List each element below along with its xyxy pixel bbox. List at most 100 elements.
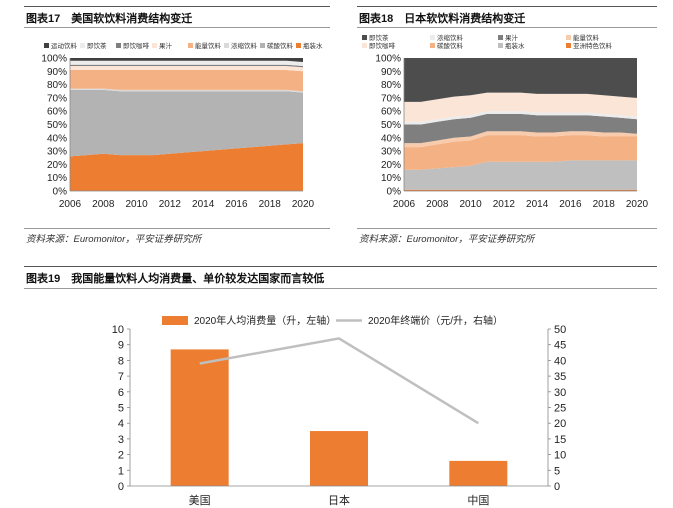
y-tick-label-left: 7 <box>118 371 124 383</box>
series-area <box>70 143 303 191</box>
y-tick-label-right: 30 <box>554 387 566 399</box>
y-tick-label: 90% <box>381 67 401 78</box>
legend-label: 浓缩饮料 <box>231 41 258 50</box>
legend-label: 亚洲特色饮料 <box>573 41 613 50</box>
series-area <box>404 58 637 102</box>
legend-label: 即饮咖啡 <box>369 41 396 50</box>
series-area <box>404 113 637 144</box>
y-tick-label-left: 4 <box>118 418 124 430</box>
legend-label: 瓶装水 <box>505 41 525 50</box>
fig19-top-rule <box>24 266 657 267</box>
legend-label-line: 2020年终端价（元/升，右轴） <box>368 314 503 327</box>
fig17-title-rule <box>24 27 330 28</box>
x-tick-label: 2020 <box>626 199 649 210</box>
y-tick-label-right: 40 <box>554 355 566 367</box>
fig17-top-rule <box>24 6 330 7</box>
series-area <box>404 160 637 190</box>
y-tick-label-right: 35 <box>554 371 566 383</box>
x-tick-label: 2014 <box>526 199 549 210</box>
series-area <box>404 111 637 125</box>
x-tick-label: 2006 <box>393 199 416 210</box>
y-tick-label: 40% <box>381 133 401 144</box>
y-tick-label-right: 15 <box>554 434 566 446</box>
y-tick-label-right: 25 <box>554 403 566 415</box>
legend-label: 即饮茶 <box>369 33 389 42</box>
legend-label: 碳酸饮料 <box>437 41 464 50</box>
fig18-source-rule <box>357 228 657 229</box>
y-tick-label-left: 3 <box>118 434 124 446</box>
bar <box>170 349 229 486</box>
fig17-title: 图表17 美国软饮料消费结构变迁 <box>26 13 193 25</box>
y-tick-label: 70% <box>381 93 401 104</box>
legend-swatch <box>430 35 435 40</box>
x-tick-label: 2018 <box>259 199 282 210</box>
fig18-source: 资料来源：Euromonitor，平安证券研究所 <box>359 234 535 245</box>
y-tick-label-left: 5 <box>118 403 124 415</box>
y-tick-label: 0% <box>53 187 68 198</box>
legend-label: 即饮茶 <box>87 41 107 50</box>
y-tick-label-left: 2 <box>118 450 124 462</box>
y-tick-label: 20% <box>47 160 67 171</box>
legend-swatch <box>80 43 85 48</box>
y-tick-label: 30% <box>381 147 401 158</box>
legend-swatch <box>566 35 571 40</box>
y-tick-label: 60% <box>47 107 67 118</box>
legend-label: 运动饮料 <box>51 41 78 50</box>
y-tick-label: 50% <box>47 120 67 131</box>
y-tick-label-right: 5 <box>554 465 560 477</box>
legend-label: 瓶装水 <box>303 41 323 50</box>
legend-label: 浓缩饮料 <box>437 33 464 42</box>
fig17-source: 资料来源：Euromonitor，平安证券研究所 <box>26 234 202 245</box>
legend-swatch <box>116 43 121 48</box>
x-category-label: 美国 <box>189 494 211 507</box>
x-tick-label: 2018 <box>593 199 616 210</box>
y-tick-label: 70% <box>47 93 67 104</box>
legend-label: 即饮咖啡 <box>123 41 150 50</box>
x-tick-label: 2014 <box>192 199 215 210</box>
y-tick-label-right: 20 <box>554 418 566 430</box>
price-line <box>199 337 479 425</box>
x-tick-label: 2012 <box>493 199 516 210</box>
series-area <box>70 58 303 62</box>
fig18-title: 图表18 日本软饮料消费结构变迁 <box>359 13 526 25</box>
legend-swatch-bar <box>162 316 188 325</box>
series-area <box>70 66 303 72</box>
y-tick-label-left: 8 <box>118 355 124 367</box>
x-tick-label: 2010 <box>125 199 148 210</box>
legend-swatch <box>44 43 49 48</box>
series-area <box>404 92 637 122</box>
x-tick-label: 2016 <box>559 199 582 210</box>
y-tick-label: 0% <box>387 187 402 198</box>
y-tick-label: 10% <box>381 173 401 184</box>
bar <box>310 431 368 486</box>
legend-label: 果汁 <box>505 33 519 42</box>
y-tick-label: 90% <box>47 67 67 78</box>
y-tick-label-left: 10 <box>112 324 124 336</box>
legend-label: 能量饮料 <box>195 41 222 50</box>
y-tick-label: 10% <box>47 173 67 184</box>
y-tick-label-right: 0 <box>554 481 560 493</box>
legend-swatch <box>498 35 503 40</box>
x-tick-label: 2012 <box>159 199 182 210</box>
x-tick-label: 2008 <box>426 199 449 210</box>
x-tick-label: 2010 <box>459 199 482 210</box>
legend-swatch <box>296 43 301 48</box>
bar <box>449 460 508 486</box>
x-tick-label: 2008 <box>92 199 115 210</box>
fig17-source-rule <box>24 228 330 229</box>
y-tick-label: 40% <box>47 133 67 144</box>
y-tick-label-right: 10 <box>554 450 566 462</box>
series-area <box>70 88 303 93</box>
y-tick-label: 60% <box>381 107 401 118</box>
y-tick-label-left: 9 <box>118 340 124 352</box>
y-tick-label: 100% <box>41 54 67 65</box>
legend-swatch <box>362 35 367 40</box>
y-tick-label-left: 0 <box>118 481 124 493</box>
legend-swatch <box>260 43 265 48</box>
legend-swatch <box>430 43 435 48</box>
legend-swatch <box>362 43 367 48</box>
series-area <box>70 64 303 68</box>
